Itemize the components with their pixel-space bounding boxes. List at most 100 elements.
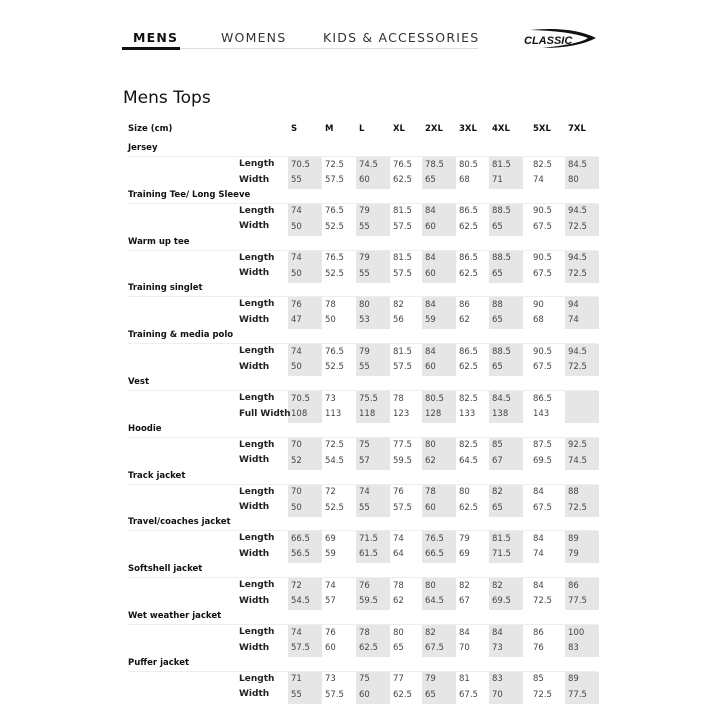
size-value: 57.5: [393, 362, 412, 373]
shaded-column-cell: [489, 297, 523, 330]
shaded-column-cell: [565, 250, 599, 283]
shaded-column-cell: [288, 578, 322, 611]
size-header-3xl: 3XL: [459, 124, 477, 134]
measurement-label: Length: [239, 346, 275, 357]
size-value: 52.5: [325, 362, 344, 373]
shaded-column-cell: [565, 203, 599, 236]
shaded-column-cell: [288, 203, 322, 236]
size-value: 138: [492, 409, 509, 419]
shaded-column-cell: [288, 157, 322, 189]
size-value: 57.5: [393, 268, 412, 279]
size-value: 71: [291, 674, 302, 685]
shaded-column-cell: [356, 625, 390, 657]
size-value: 65: [492, 362, 503, 373]
size-value: 74.5: [359, 159, 378, 170]
size-value: 79: [425, 674, 436, 685]
size-value: 70: [291, 440, 302, 451]
size-value: 69: [459, 549, 470, 560]
shaded-column-cell: [422, 157, 456, 189]
size-value: 85: [533, 674, 544, 685]
size-value: 90.5: [533, 253, 552, 264]
tab-kids-accessories[interactable]: KIDS & ACCESSORIES: [323, 30, 480, 45]
row-divider: [128, 156, 598, 157]
size-value: 62.5: [459, 362, 478, 373]
shaded-column-cell: [422, 484, 456, 517]
size-value: 67.5: [533, 502, 552, 513]
size-value: 84: [533, 533, 544, 544]
size-value: 57.5: [325, 689, 344, 700]
size-value: 68: [533, 315, 544, 326]
size-value: 50: [291, 502, 302, 513]
shaded-column-cell: [489, 157, 523, 189]
measurement-label: Width: [239, 642, 270, 653]
size-value: 59: [325, 549, 336, 560]
measurement-label: Length: [239, 627, 275, 637]
shaded-column-cell: [356, 437, 390, 470]
size-value: 55: [359, 221, 370, 232]
size-value: 84: [492, 627, 503, 638]
size-value: 57: [359, 455, 370, 466]
size-value: 86: [459, 299, 470, 310]
shaded-column-cell: [565, 671, 599, 704]
shaded-column-cell: [489, 531, 523, 564]
size-value: 64.5: [425, 596, 444, 607]
size-value: 84.5: [568, 159, 587, 170]
tab-womens[interactable]: WOMENS: [221, 30, 287, 45]
shaded-column-cell: [489, 671, 523, 704]
category-label: Hoodie: [128, 423, 162, 434]
size-value: 62.5: [459, 221, 478, 232]
shaded-column-cell: [356, 531, 390, 564]
row-divider: [128, 624, 598, 625]
shaded-column-cell: [565, 297, 599, 330]
shaded-column-cell: [288, 297, 322, 330]
size-header-label: Size (cm): [128, 124, 173, 134]
shaded-column-cell: [489, 437, 523, 470]
size-value: 50: [325, 315, 336, 326]
size-value: 81.5: [492, 533, 511, 544]
active-tab-indicator: [122, 47, 180, 50]
measurement-label: Width: [239, 361, 270, 372]
category-label: Track jacket: [128, 470, 186, 481]
measurement-label: Length: [239, 533, 275, 544]
shaded-column-cell: [422, 625, 456, 657]
size-value: 94: [568, 299, 579, 310]
size-header-m: M: [325, 124, 334, 134]
size-value: 77.5: [568, 689, 587, 700]
size-value: 74: [533, 175, 544, 185]
size-value: 80: [459, 487, 470, 498]
measurement-label: Length: [239, 299, 275, 310]
shaded-column-cell: [422, 531, 456, 564]
size-value: 118: [359, 409, 376, 419]
size-value: 52.5: [325, 268, 344, 279]
row-divider: [128, 343, 598, 345]
size-value: 83: [568, 643, 579, 653]
size-value: 76.5: [425, 533, 444, 544]
size-value: 78: [393, 393, 404, 404]
size-value: 73: [492, 643, 503, 653]
size-value: 71: [492, 175, 503, 185]
size-value: 80: [359, 299, 370, 310]
size-value: 57: [325, 596, 336, 607]
category-label: Training & media polo: [128, 330, 234, 341]
row-divider: [128, 296, 598, 298]
size-value: 88.5: [492, 206, 511, 217]
size-value: 81.5: [393, 346, 412, 357]
shaded-column-cell: [422, 250, 456, 283]
size-value: 66.5: [291, 533, 310, 544]
shaded-column-cell: [356, 578, 390, 611]
size-value: 55: [359, 268, 370, 279]
size-value: 78: [325, 299, 336, 310]
size-value: 47: [291, 315, 302, 326]
shaded-column-cell: [288, 531, 322, 564]
size-value: 77: [393, 674, 404, 685]
tab-mens[interactable]: MENS: [133, 30, 179, 45]
size-value: 72: [325, 487, 336, 498]
size-value: 74: [533, 549, 544, 560]
size-value: 79: [359, 253, 370, 264]
size-value: 74: [359, 487, 370, 498]
size-value: 82: [425, 627, 436, 638]
size-value: 59: [425, 315, 436, 326]
size-value: 52.5: [325, 221, 344, 232]
shaded-column-cell: [565, 484, 599, 517]
size-value: 82.5: [533, 159, 552, 170]
